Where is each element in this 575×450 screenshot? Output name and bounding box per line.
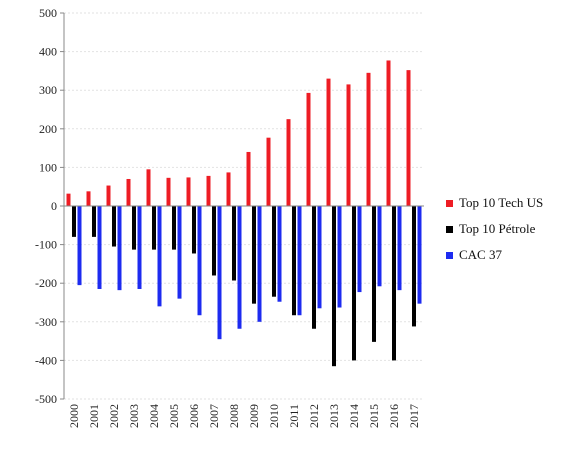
y-tick-label: 100	[39, 160, 57, 174]
legend-item-series-1: Top 10 Pétrole	[446, 216, 543, 242]
bar	[106, 185, 111, 206]
x-tick-label: 2008	[227, 404, 241, 428]
x-tick-label: 2017	[407, 404, 421, 428]
legend-swatch	[446, 225, 453, 233]
y-tick-label: -300	[35, 315, 57, 329]
y-tick-label: 300	[39, 83, 57, 97]
bar	[312, 206, 316, 329]
bar	[157, 206, 162, 307]
y-tick-label: -200	[35, 276, 57, 290]
bar	[92, 206, 96, 237]
x-tick-label: 2006	[187, 404, 201, 428]
bar	[332, 206, 336, 367]
bar	[112, 206, 116, 247]
bar	[292, 206, 296, 316]
bar	[397, 206, 402, 291]
bar	[232, 206, 236, 281]
x-tick-label: 2007	[207, 404, 221, 428]
bar	[246, 151, 251, 206]
bar	[192, 206, 196, 254]
bar	[357, 206, 362, 293]
bar	[212, 206, 216, 276]
bar	[257, 206, 262, 322]
bar	[66, 193, 71, 206]
y-tick-label: 200	[39, 122, 57, 136]
x-tick-label: 2016	[387, 404, 401, 428]
x-tick-label: 2005	[167, 404, 181, 428]
bar	[126, 178, 131, 206]
bar	[297, 206, 302, 316]
bar	[172, 206, 176, 250]
bar	[406, 70, 411, 207]
legend-item-series-0: Top 10 Tech US	[446, 190, 543, 216]
bar	[412, 206, 416, 327]
x-tick-labels: 2000 2001 2002 2003 2004 2005 2006 2007 2008 2009…	[67, 404, 421, 428]
y-tick-labels: 500 400 300 200 100 0 -100 -200 -300 -400 -500	[35, 6, 57, 406]
bar	[226, 172, 231, 206]
bar	[252, 206, 256, 304]
legend-label: Top 10 Pétrole	[459, 221, 536, 236]
legend-swatch	[446, 251, 453, 259]
bar	[186, 177, 191, 206]
bar	[272, 206, 276, 297]
y-tick-label: -400	[35, 353, 57, 367]
bar	[326, 78, 331, 206]
bar	[146, 169, 151, 206]
bar	[417, 206, 422, 304]
bar	[152, 206, 156, 250]
legend-label: CAC 37	[459, 247, 502, 262]
bars	[66, 60, 422, 367]
axes	[60, 12, 424, 400]
x-tick-label: 2010	[267, 404, 281, 428]
legend: Top 10 Tech US Top 10 Pétrole CAC 37	[446, 190, 543, 268]
bar	[317, 206, 322, 309]
x-tick-label: 2001	[87, 404, 101, 428]
bar	[77, 206, 82, 286]
x-tick-label: 2014	[347, 404, 361, 428]
bar	[206, 175, 211, 206]
bar	[86, 191, 91, 206]
legend-label: Top 10 Tech US	[459, 195, 544, 210]
x-tick-label: 2013	[327, 404, 341, 428]
bar	[237, 206, 242, 329]
bar	[337, 206, 342, 308]
y-tick-label: -500	[35, 392, 57, 406]
x-tick-label: 2004	[147, 404, 161, 428]
bar	[197, 206, 202, 316]
bar	[286, 119, 291, 206]
bar	[392, 206, 396, 361]
bar	[346, 84, 351, 206]
legend-swatch	[446, 199, 453, 207]
x-tick-label: 2009	[247, 404, 261, 428]
y-tick-label: 400	[39, 45, 57, 59]
bar	[372, 206, 376, 342]
x-tick-label: 2000	[67, 404, 81, 428]
bar	[217, 206, 222, 340]
bar	[72, 206, 76, 237]
bar	[117, 206, 122, 291]
bar	[352, 206, 356, 361]
bar	[377, 206, 382, 287]
bar	[166, 177, 171, 206]
bar	[366, 72, 371, 206]
bar	[132, 206, 136, 250]
bar	[306, 92, 311, 206]
x-tick-label: 2003	[127, 404, 141, 428]
bar	[266, 137, 271, 206]
x-tick-label: 2015	[367, 404, 381, 428]
legend-item-series-2: CAC 37	[446, 242, 543, 268]
y-tick-label: -100	[35, 238, 57, 252]
bar	[97, 206, 102, 289]
y-tick-label: 500	[39, 6, 57, 20]
x-tick-label: 2012	[307, 404, 321, 428]
y-tick-label: 0	[51, 199, 57, 213]
bar	[386, 60, 391, 207]
bar	[177, 206, 182, 299]
x-tick-label: 2011	[287, 404, 301, 428]
x-tick-label: 2002	[107, 404, 121, 428]
bar	[137, 206, 142, 289]
bar	[277, 206, 282, 302]
